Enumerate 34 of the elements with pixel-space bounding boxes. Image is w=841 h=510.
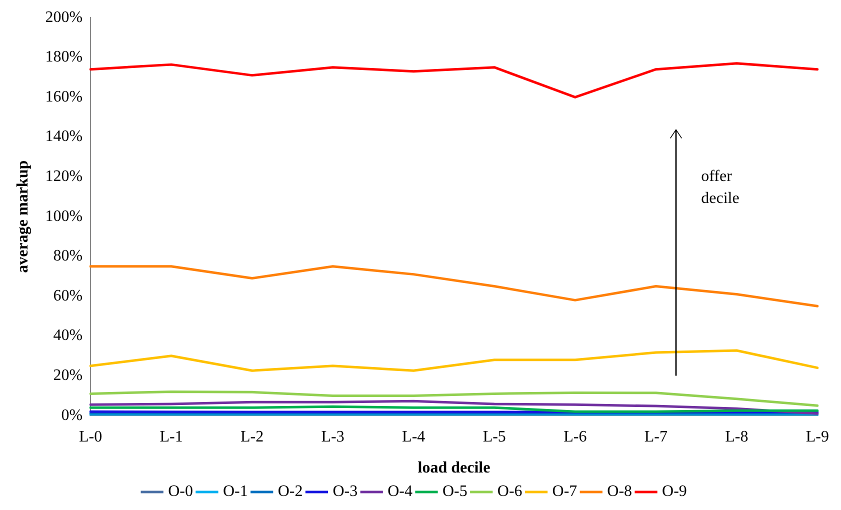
legend-label: O-4	[388, 483, 413, 500]
x-tick-label: L-9	[806, 428, 830, 446]
x-tick-label: L-0	[78, 428, 102, 446]
x-tick-label: L-7	[644, 428, 668, 446]
legend-label: O-3	[332, 483, 358, 500]
legend-label: O-9	[662, 483, 687, 500]
y-tick-label: 40%	[53, 327, 83, 344]
x-tick-label: L-2	[240, 428, 264, 446]
legend-label: O-1	[222, 483, 248, 500]
y-tick-label: 160%	[45, 88, 83, 106]
legend-label: O-7	[552, 483, 578, 500]
legend-label: O-6	[497, 483, 522, 500]
legend-label: O-0	[168, 483, 193, 500]
x-tick-label: L-4	[402, 428, 426, 446]
x-tick-label: L-1	[160, 428, 183, 446]
legend-label: O-2	[278, 483, 303, 500]
y-tick-label: 60%	[53, 287, 83, 304]
x-axis-title: load decile	[418, 460, 490, 477]
x-tick-label: L-6	[564, 428, 587, 446]
y-tick-label: 140%	[45, 128, 83, 146]
y-tick-label: 180%	[45, 48, 83, 66]
annotation: offer decile	[701, 168, 740, 208]
y-tick-label: 20%	[53, 367, 83, 384]
x-tick-label: L-5	[482, 428, 506, 446]
y-tick-label: 80%	[53, 248, 83, 265]
legend-label: O-8	[607, 483, 632, 500]
y-tick-label: 200%	[45, 8, 83, 26]
x-tick-label: L-3	[321, 428, 344, 446]
x-tick-label: L-8	[725, 428, 748, 446]
y-tick-label: 120%	[45, 168, 83, 186]
y-tick-label: 0%	[61, 406, 83, 424]
y-tick-label: 100%	[45, 208, 83, 225]
legend-label: O-5	[442, 483, 468, 500]
y-axis-title: average markup	[14, 160, 32, 273]
